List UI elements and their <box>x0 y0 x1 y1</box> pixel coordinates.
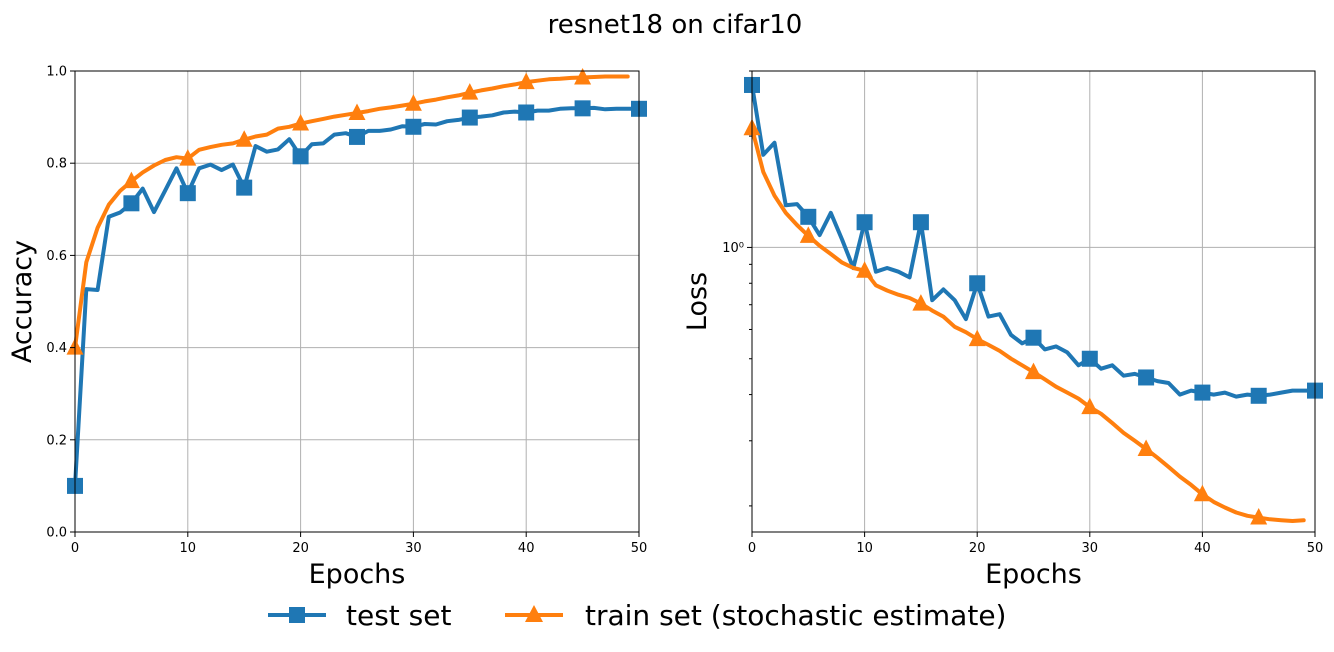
data-point-square <box>574 100 591 117</box>
y-axis-label: Accuracy <box>7 240 38 363</box>
data-point-triangle <box>1137 439 1155 457</box>
legend-label-test-set: test set <box>346 599 451 632</box>
data-point-square <box>1138 369 1155 386</box>
data-point-triangle <box>574 67 592 85</box>
x-tick-label: 50 <box>1307 541 1324 556</box>
data-point-square <box>461 109 478 126</box>
data-point-square <box>236 179 253 196</box>
data-point-triangle <box>292 114 310 131</box>
loss-chart: 0 10 20 30 40 50 10⁰ Epochs Loss <box>682 70 1324 590</box>
data-point-triangle <box>1250 508 1268 525</box>
x-axis-label: Epochs <box>985 559 1082 590</box>
data-point-triangle <box>235 130 253 147</box>
x-tick-label: 20 <box>292 541 309 556</box>
y-tick-label: 0.0 <box>46 526 67 541</box>
axes-frame <box>751 70 1316 533</box>
data-point-triangle <box>968 329 986 347</box>
legend-entry-test-set: test set <box>268 599 451 632</box>
y-tick-label: 0.4 <box>46 341 67 356</box>
y-tick-label: 0.8 <box>46 157 67 172</box>
x-tick-label: 10 <box>856 541 873 556</box>
x-tick-label: 50 <box>631 541 648 556</box>
figure-title: resnet18 on cifar10 <box>548 10 803 40</box>
series-test-set <box>744 76 1323 404</box>
x-tick-label: 10 <box>180 541 197 556</box>
y-axis-label: Loss <box>682 272 713 331</box>
data-point-triangle <box>179 149 197 166</box>
data-point-square <box>123 195 140 212</box>
x-tick-label: 0 <box>71 541 79 556</box>
data-point-square <box>969 275 986 292</box>
series-line-test-set <box>750 83 1317 399</box>
data-point-triangle <box>461 83 479 100</box>
data-point-triangle <box>348 103 366 120</box>
legend-label-train-set: train set (stochastic estimate) <box>585 599 1006 632</box>
y-tick-label: 1.0 <box>46 65 67 80</box>
data-point-square <box>1025 329 1042 346</box>
legend-entry-train-set: train set (stochastic estimate) <box>505 599 1006 632</box>
data-point-square <box>292 148 309 165</box>
legend-marker-triangle <box>525 605 543 622</box>
data-point-triangle <box>912 294 930 311</box>
x-axis-label: Epochs <box>309 559 406 590</box>
data-point-triangle <box>799 226 817 243</box>
series-train-set <box>743 118 1306 525</box>
x-tick-label: 30 <box>1082 541 1099 556</box>
data-point-square <box>800 208 817 225</box>
data-point-square <box>179 185 196 202</box>
series-line-train-set <box>73 74 630 350</box>
y-tick-label: 0.6 <box>46 249 67 264</box>
legend-marker-square <box>289 607 305 623</box>
data-point-triangle <box>517 72 535 90</box>
x-tick-label: 40 <box>1194 541 1211 556</box>
data-point-triangle <box>122 171 140 189</box>
series-line-train-set <box>750 126 1306 523</box>
data-point-triangle <box>1025 362 1042 380</box>
data-point-square <box>349 128 365 145</box>
series-test-set <box>67 100 647 494</box>
data-point-square <box>1081 350 1098 367</box>
data-point-triangle <box>856 261 874 278</box>
data-point-square <box>405 118 422 135</box>
data-point-triangle <box>404 94 422 111</box>
legend: test set train set (stochastic estimate) <box>268 599 1006 632</box>
data-point-square <box>912 214 929 231</box>
x-tick-label: 20 <box>969 541 986 556</box>
axes-frame <box>74 70 640 533</box>
x-tick-label: 30 <box>405 541 422 556</box>
data-point-triangle <box>1193 484 1211 502</box>
data-point-square <box>1194 384 1211 401</box>
data-point-triangle <box>1081 397 1099 415</box>
x-tick-label: 40 <box>518 541 535 556</box>
y-tick-label: 10⁰ <box>722 241 744 256</box>
x-tick-label: 0 <box>748 541 756 556</box>
y-tick-label: 0.2 <box>46 433 67 448</box>
data-point-square <box>518 104 535 121</box>
data-point-square <box>856 214 873 231</box>
data-point-square <box>1250 387 1267 404</box>
accuracy-chart: 0 10 20 30 40 50 0.0 0.2 0.4 0.6 0.8 1.0 Epochs Accur… <box>7 65 647 591</box>
